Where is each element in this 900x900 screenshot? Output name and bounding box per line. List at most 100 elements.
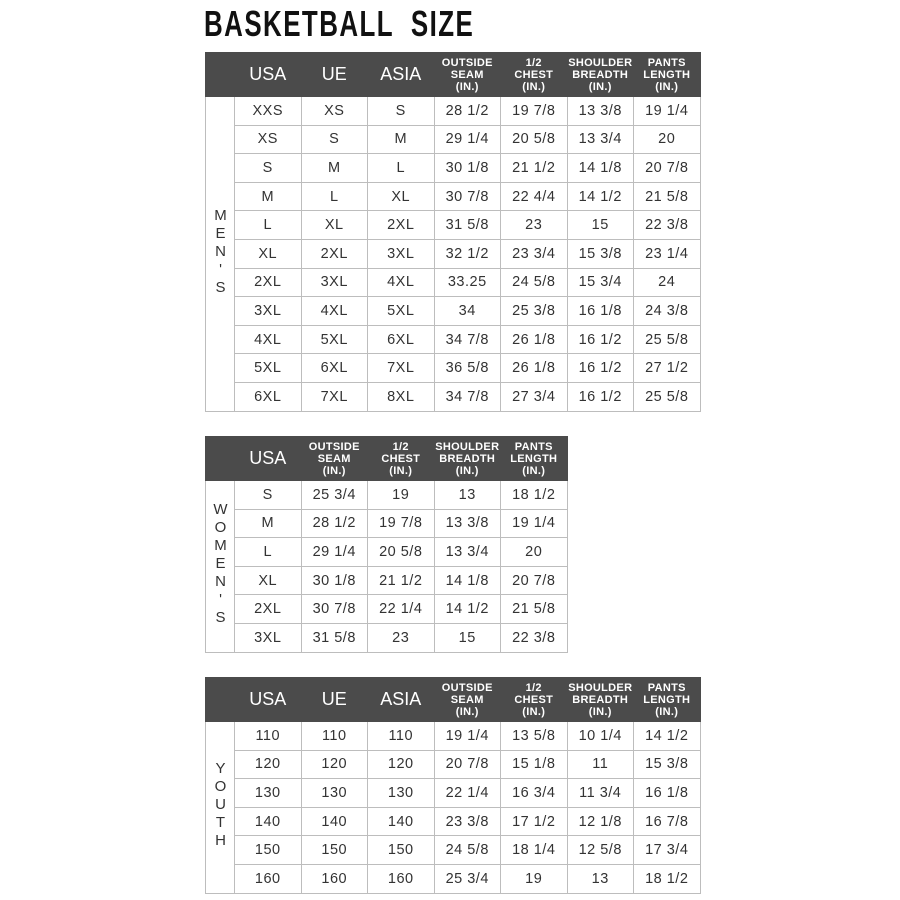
table-cell: 15 3/8 <box>566 238 634 269</box>
table-cell: 110 <box>300 721 368 751</box>
table-cell: 16 1/8 <box>633 778 701 808</box>
table-cell: 20 5/8 <box>500 124 568 155</box>
table-cell: 7XL <box>367 353 435 383</box>
column-header: 1/2 CHEST (IN.) <box>500 677 568 722</box>
table-cell: 2XL <box>367 210 435 240</box>
table-cell: 110 <box>367 721 435 751</box>
table-cell: 13 5/8 <box>500 721 568 751</box>
header-corner <box>205 436 235 481</box>
table-cell: 20 7/8 <box>433 749 501 780</box>
table-cell: 14 1/2 <box>566 181 634 212</box>
table-cell: 16 7/8 <box>633 806 701 837</box>
table-cell: L <box>300 181 368 212</box>
table-cell: 22 1/4 <box>433 778 501 808</box>
table-cell: 10 1/4 <box>566 721 634 751</box>
table-row: XL 2XL 3XL 32 1/2 23 3/4 15 3/8 23 1/4 <box>206 238 701 269</box>
table-row: MEN'S XXS XS S 28 1/2 19 7/8 13 3/8 19 1/4 <box>205 96 701 412</box>
table-cell: 23 <box>500 210 568 240</box>
table-cell: 17 1/2 <box>500 806 568 837</box>
column-header: UE <box>300 52 368 97</box>
table-cell: 28 1/2 <box>433 96 501 126</box>
table-cell: 21 5/8 <box>500 594 568 624</box>
column-header: ASIA <box>367 677 435 722</box>
page-title: BASKETBALL SIZE <box>204 3 475 44</box>
table-cell: 14 1/8 <box>566 153 634 183</box>
table-cell: 3XL <box>300 267 368 298</box>
table-cell: S <box>234 480 302 510</box>
table-cell: 19 1/4 <box>500 508 568 539</box>
category-cell: WOMEN'S <box>205 480 235 653</box>
table-cell: 16 1/2 <box>566 353 634 383</box>
table-row: S M L 30 1/8 21 1/2 14 1/8 20 7/8 <box>206 153 701 183</box>
table-cell: L <box>234 210 302 240</box>
category-label: MEN'S <box>212 206 229 297</box>
table-cell: 4XL <box>300 296 368 326</box>
table-cell: 31 5/8 <box>300 622 368 653</box>
table-cell: 27 3/4 <box>500 381 568 412</box>
table-cell: 18 1/4 <box>500 835 568 865</box>
table-cell: 2XL <box>234 267 302 298</box>
table-cell: 7XL <box>300 381 368 412</box>
table-cell: 16 1/8 <box>566 296 634 326</box>
womens-size-table: USA OUTSIDE SEAM (IN.) 1/2 CHEST (IN.) SHOU… <box>205 436 568 653</box>
table-cell: 160 <box>367 863 435 894</box>
table-cell: S <box>234 153 302 183</box>
table-cell: 140 <box>234 806 302 837</box>
table-cell: 20 7/8 <box>633 153 701 183</box>
table-cell: 110 <box>234 721 302 751</box>
table-row: 3XL 31 5/8 23 15 22 3/8 <box>206 622 568 653</box>
table-cell: XL <box>234 565 302 596</box>
table-cell: 23 <box>367 622 435 653</box>
table-cell: 22 4/4 <box>500 181 568 212</box>
table-cell: S <box>367 96 435 126</box>
table-row: 130 130 130 22 1/4 16 3/4 11 3/4 16 1/8 <box>206 778 701 808</box>
table-cell: 12 5/8 <box>566 835 634 865</box>
table-cell: XS <box>300 96 368 126</box>
column-header: 1/2 CHEST (IN.) <box>367 436 435 481</box>
table-cell: 3XL <box>234 296 302 326</box>
category-label: WOMEN'S <box>212 501 229 628</box>
table-cell: 14 1/8 <box>433 565 501 596</box>
table-cell: 11 <box>566 749 634 780</box>
table-cell: 30 7/8 <box>433 181 501 212</box>
table-cell: 4XL <box>234 324 302 355</box>
header-row: USA OUTSIDE SEAM (IN.) 1/2 CHEST (IN.) SHOU… <box>205 436 568 481</box>
table-cell: 29 1/4 <box>433 124 501 155</box>
table-cell: 22 3/8 <box>633 210 701 240</box>
header-row: USA UE ASIA OUTSIDE SEAM (IN.) 1/2 CHEST (IN… <box>205 52 701 97</box>
table-cell: 120 <box>234 749 302 780</box>
table-cell: 15 1/8 <box>500 749 568 780</box>
table-cell: 13 3/4 <box>433 537 501 567</box>
column-header: PANTS LENGTH (IN.) <box>500 436 568 481</box>
table-cell: 18 1/2 <box>500 480 568 510</box>
table-cell: 13 <box>566 863 634 894</box>
column-header: 1/2 CHEST (IN.) <box>500 52 568 97</box>
table-cell: 34 7/8 <box>433 324 501 355</box>
table-cell: 5XL <box>234 353 302 383</box>
table-cell: 19 7/8 <box>367 508 435 539</box>
column-header: PANTS LENGTH (IN.) <box>633 677 701 722</box>
table-cell: 23 1/4 <box>633 238 701 269</box>
table-row: 3XL 4XL 5XL 34 25 3/8 16 1/8 24 3/8 <box>206 296 701 326</box>
table-cell: 130 <box>234 778 302 808</box>
table-cell: 20 5/8 <box>367 537 435 567</box>
column-header: USA <box>234 436 302 481</box>
table-cell: 33.25 <box>433 267 501 298</box>
table-cell: M <box>300 153 368 183</box>
table-row: 150 150 150 24 5/8 18 1/4 12 5/8 17 3/4 <box>206 835 701 865</box>
table-cell: 13 3/8 <box>433 508 501 539</box>
table-cell: 25 3/8 <box>500 296 568 326</box>
table-row: 2XL 3XL 4XL 33.25 24 5/8 15 3/4 24 <box>206 267 701 298</box>
table-cell: M <box>367 124 435 155</box>
table-row: L 29 1/4 20 5/8 13 3/4 20 <box>206 537 568 567</box>
table-cell: 3XL <box>367 238 435 269</box>
table-cell: 24 3/8 <box>633 296 701 326</box>
table-cell: 160 <box>300 863 368 894</box>
table-row: L XL 2XL 31 5/8 23 15 22 3/8 <box>206 210 701 240</box>
table-cell: 15 3/8 <box>633 749 701 780</box>
table-row: 6XL 7XL 8XL 34 7/8 27 3/4 16 1/2 25 5/8 <box>206 381 701 412</box>
header-corner <box>205 677 235 722</box>
table-cell: 15 <box>433 622 501 653</box>
category-cell: MEN'S <box>205 96 235 412</box>
table-cell: 160 <box>234 863 302 894</box>
